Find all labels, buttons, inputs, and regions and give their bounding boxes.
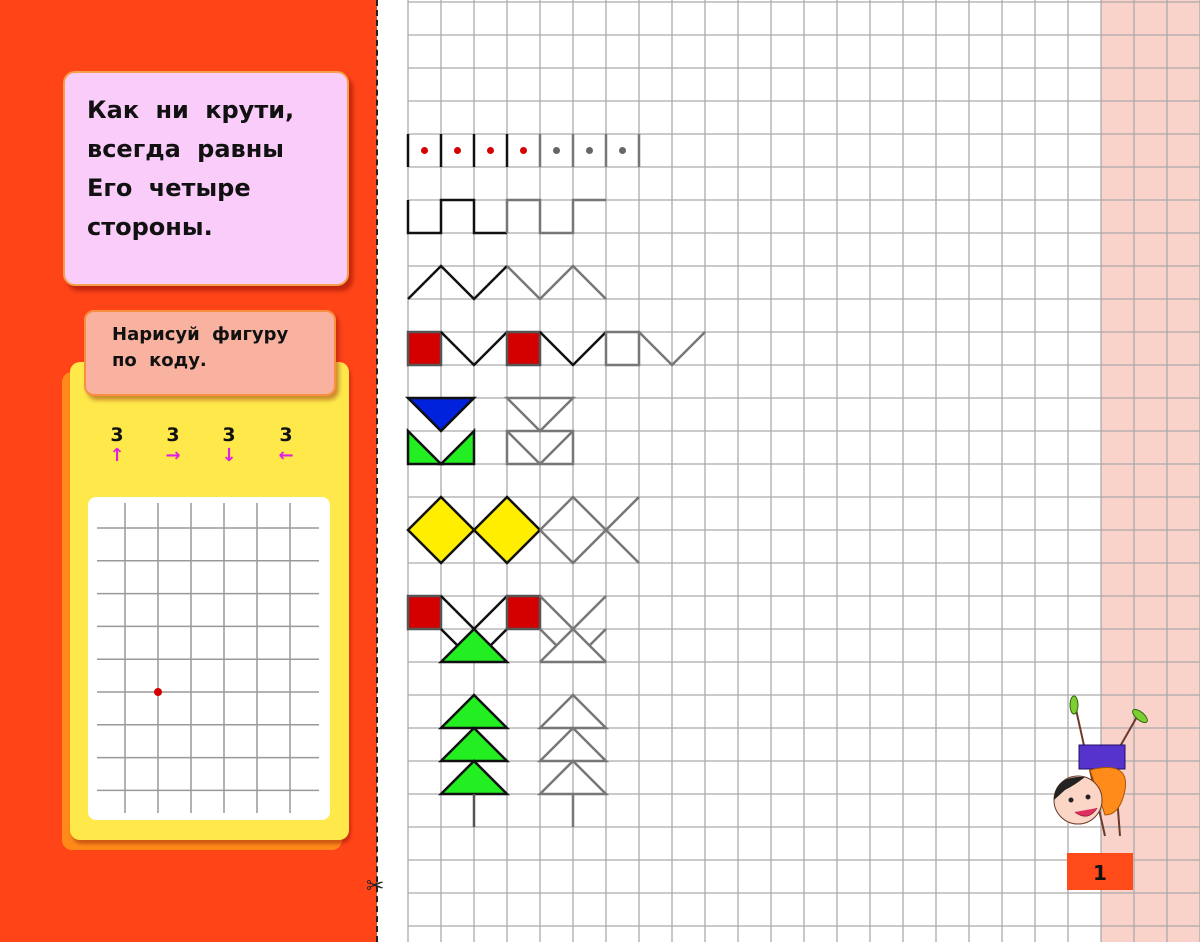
- start-dot: [154, 688, 162, 696]
- zigzag-line: [506, 264, 607, 301]
- rhyme-line: стороны.: [87, 213, 213, 241]
- task-label: Нарисуй фигуру по коду.: [84, 310, 336, 396]
- red-square: [505, 330, 542, 367]
- arrow-up-icon: ↑: [109, 445, 125, 466]
- tree-triangle: [437, 759, 511, 796]
- cut-line: [376, 0, 378, 942]
- code-step: 3 ↓: [214, 424, 244, 466]
- red-square: [406, 594, 443, 631]
- green-triangle: [437, 627, 511, 664]
- handstand-boy-illustration: [1053, 695, 1148, 837]
- pattern-dot: [520, 147, 527, 154]
- code-count: 3: [222, 424, 236, 446]
- code-step: 3 ←: [271, 424, 301, 466]
- rhyme-line: Его четыре: [87, 174, 251, 202]
- arrow-down-icon: ↓: [221, 445, 237, 466]
- pattern-dot: [586, 147, 593, 154]
- code-count: 3: [279, 424, 293, 446]
- yellow-diamond: [406, 495, 476, 565]
- zigzag-line: [407, 264, 508, 301]
- pattern-dot: [619, 147, 626, 154]
- pattern-dot: [487, 147, 494, 154]
- podium: [1067, 853, 1133, 890]
- v-line: [638, 331, 706, 367]
- v-line: [440, 331, 508, 367]
- yellow-diamond: [472, 495, 542, 565]
- meander-line: [406, 198, 507, 235]
- drawn-line: [440, 628, 459, 647]
- outline-triangle: [503, 396, 577, 433]
- drawn-line: [588, 628, 607, 647]
- pattern-dot: [421, 147, 428, 154]
- arrow-right-icon: →: [165, 445, 181, 466]
- code-step: 3 ↑: [102, 424, 132, 466]
- red-square: [406, 330, 443, 367]
- drawn-line: [539, 628, 558, 647]
- arrow-left-icon: ←: [278, 445, 294, 466]
- tree-triangle: [437, 693, 511, 730]
- drawing-grid[interactable]: [88, 497, 330, 820]
- code-count: 3: [166, 424, 180, 446]
- rhyme-line: всегда равны: [87, 135, 285, 163]
- scissors-icon: ✂: [366, 874, 385, 899]
- red-square: [505, 594, 542, 631]
- tree-triangle: [437, 726, 511, 763]
- page-number: 1: [1093, 861, 1107, 885]
- rhyme-box: Как ни крути, всегда равны Его четыре ст…: [63, 71, 349, 286]
- drawn-line: [506, 430, 574, 466]
- drawing-grid-lines: [97, 503, 319, 813]
- pattern-dot: [454, 147, 461, 154]
- meander-line: [505, 198, 606, 235]
- outline-square: [505, 429, 575, 466]
- pattern-dot: [553, 147, 560, 154]
- rhyme-line: Как ни крути,: [87, 96, 295, 124]
- green-triangle: [406, 427, 445, 466]
- drawn-line: [489, 628, 508, 647]
- blue-triangle: [404, 396, 478, 433]
- outline-diamond: [539, 496, 640, 565]
- code-count: 3: [110, 424, 124, 446]
- task-line: Нарисуй фигуру: [112, 324, 289, 345]
- green-triangle: [437, 427, 476, 466]
- code-step: 3 →: [158, 424, 188, 466]
- v-line: [539, 331, 607, 367]
- outline-diamond: [539, 495, 640, 564]
- drawn-line: [539, 595, 607, 663]
- empty-square: [604, 330, 641, 367]
- task-line: по коду.: [112, 350, 207, 371]
